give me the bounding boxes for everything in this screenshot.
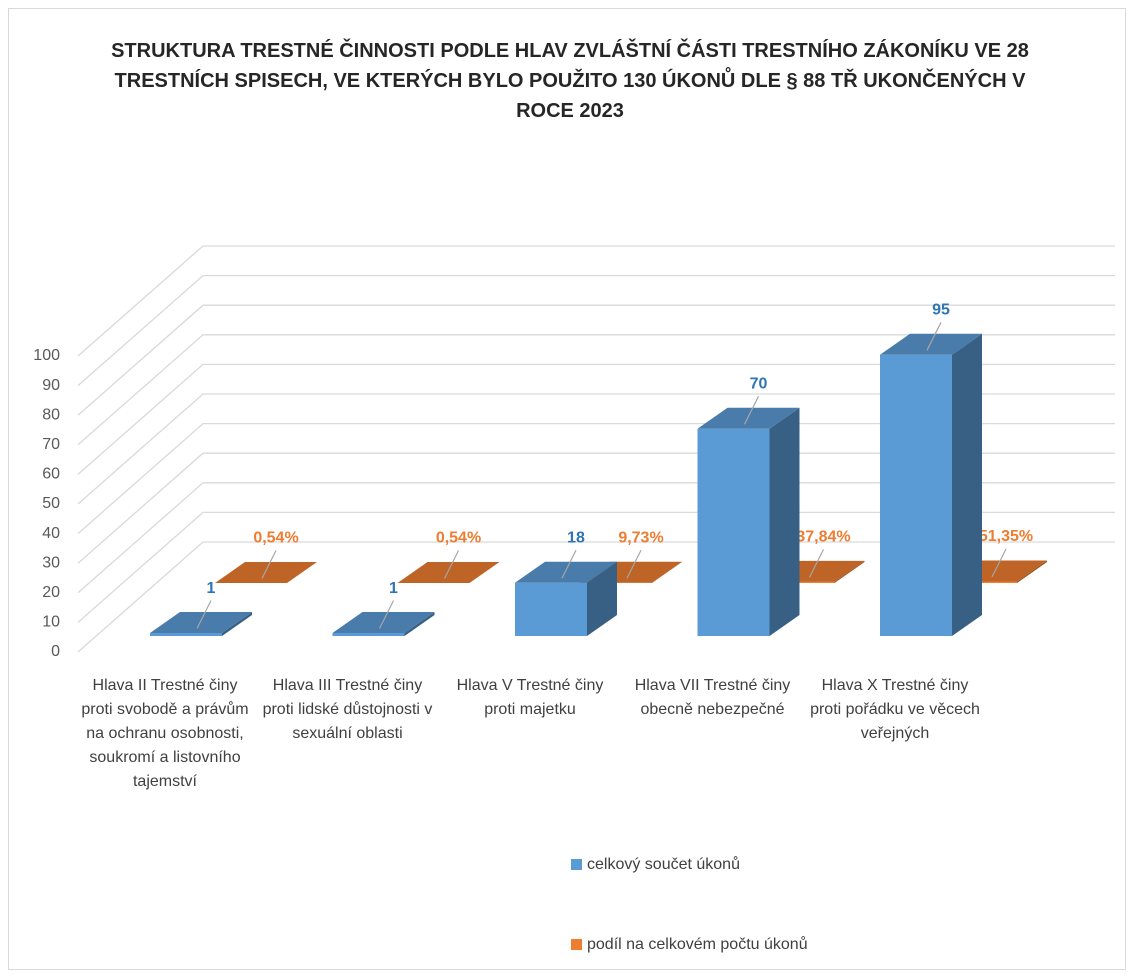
grid-line xyxy=(77,393,1115,505)
bar xyxy=(515,561,617,636)
bar-side xyxy=(222,612,252,636)
y-tick-label: 40 xyxy=(42,525,60,542)
x-tick-label: Hlava III Trestné činy proti lidské důst… xyxy=(262,677,433,742)
bar-front xyxy=(332,633,405,636)
bar-top xyxy=(515,561,617,583)
leader-line xyxy=(443,550,460,579)
bar-side xyxy=(1017,560,1047,583)
legend-swatch xyxy=(571,859,582,870)
leader-line xyxy=(196,600,212,629)
x-tick-label: Hlava II Trestné činy proti svobodě a pr… xyxy=(81,677,249,790)
chart-frame xyxy=(8,8,1126,970)
bar-side xyxy=(834,560,865,583)
grid-line xyxy=(77,452,1115,564)
bar xyxy=(880,333,982,636)
y-tick-label: 50 xyxy=(42,495,60,512)
data-label: 37,84% xyxy=(796,529,850,546)
data-label: 95 xyxy=(932,302,950,319)
grid-line xyxy=(77,511,1115,623)
data-label: 9,73% xyxy=(618,529,663,546)
bar-top xyxy=(880,333,982,355)
data-label: 1 xyxy=(207,580,216,597)
x-tick-label: Hlava V Trestné činy proti majetku xyxy=(456,677,604,718)
bar xyxy=(332,612,435,636)
grid-line xyxy=(77,541,1115,653)
leader-line xyxy=(561,549,577,579)
legend-swatch xyxy=(571,939,582,950)
x-tick-label: Hlava VII Trestné činy obecně nebezpečné xyxy=(634,677,791,718)
bar-side xyxy=(769,407,800,636)
bar-top xyxy=(397,561,500,583)
y-tick-label: 0 xyxy=(51,643,60,660)
legend-label: podíl na celkovém počtu úkonů xyxy=(587,935,808,953)
leader-line xyxy=(743,396,760,425)
y-tick-label: 100 xyxy=(33,347,60,364)
x-tick-label: Hlava X Trestné činy proti pořádku ve vě… xyxy=(810,677,980,742)
data-label: 1 xyxy=(389,580,398,597)
bar-top xyxy=(150,612,252,634)
bar-top xyxy=(697,407,800,429)
y-tick-label: 80 xyxy=(42,406,60,423)
y-tick-label: 10 xyxy=(42,614,60,631)
leader-line xyxy=(926,322,942,351)
y-tick-label: 90 xyxy=(42,377,60,394)
grid-line xyxy=(77,422,1115,535)
leader-line xyxy=(626,549,642,579)
bar-front xyxy=(150,633,222,636)
chart-title: STRUKTURA TRESTNÉ ČINNOSTI PODLE HLAV ZV… xyxy=(111,40,1029,122)
grid-line xyxy=(77,363,1115,475)
y-tick-label: 70 xyxy=(42,436,60,453)
bar-front xyxy=(697,428,770,636)
bar-side xyxy=(469,561,500,583)
y-tick-label: 60 xyxy=(42,466,60,483)
data-label: 0,54% xyxy=(253,530,298,547)
legend-label: celkový součet úkonů xyxy=(587,855,740,873)
data-label: 51,35% xyxy=(979,528,1033,545)
data-label: 18 xyxy=(567,529,585,546)
y-tick-label: 20 xyxy=(42,584,60,601)
bar-side xyxy=(404,612,435,636)
grid-line xyxy=(77,334,1115,446)
bar xyxy=(397,561,500,583)
bar-top xyxy=(215,561,317,583)
bar xyxy=(150,612,252,636)
bar xyxy=(697,407,800,636)
leader-line xyxy=(991,548,1007,578)
y-tick-label: 30 xyxy=(42,554,60,571)
grid-line xyxy=(77,304,1115,416)
bar-top xyxy=(332,612,435,634)
bar-front xyxy=(515,582,587,636)
grid-line xyxy=(77,274,1115,387)
leader-line xyxy=(378,600,395,629)
grid-line xyxy=(77,245,1115,357)
bar-side xyxy=(652,561,682,583)
data-label: 0,54% xyxy=(436,530,481,547)
leader-line xyxy=(808,549,825,578)
bar xyxy=(215,561,317,583)
grid-line xyxy=(77,482,1115,594)
bar-side xyxy=(952,333,982,636)
leader-line xyxy=(261,550,277,579)
bar-front xyxy=(880,354,952,636)
bar-side xyxy=(287,561,317,583)
data-label: 70 xyxy=(750,376,768,393)
bar-side xyxy=(587,561,617,636)
